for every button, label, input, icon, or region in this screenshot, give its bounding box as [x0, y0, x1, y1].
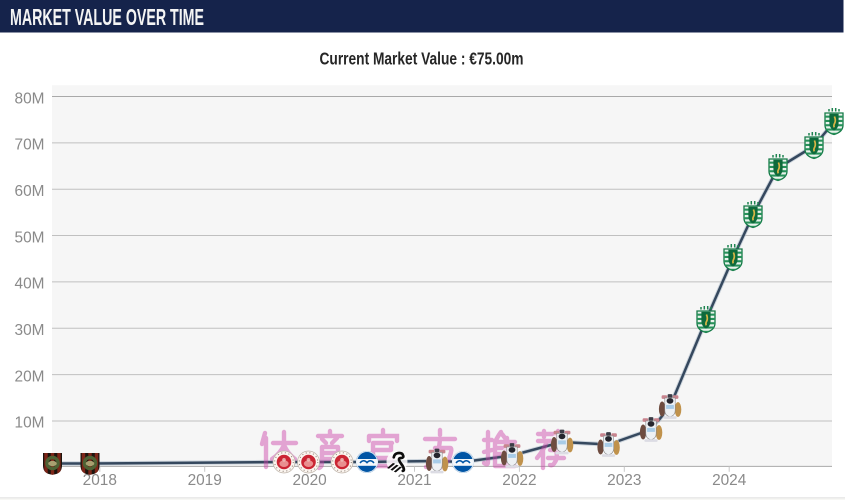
svg-text:80M: 80M — [15, 90, 45, 107]
svg-text:10M: 10M — [15, 415, 45, 432]
svg-text:2018: 2018 — [83, 472, 117, 489]
svg-text:20M: 20M — [15, 368, 45, 385]
svg-text:70M: 70M — [15, 137, 45, 154]
svg-text:40M: 40M — [15, 276, 45, 293]
svg-text:30M: 30M — [15, 322, 45, 339]
svg-text:Current Market Value : €75.00m: Current Market Value : €75.00m — [320, 49, 524, 69]
svg-text:2019: 2019 — [188, 472, 222, 489]
svg-text:2021: 2021 — [397, 472, 431, 489]
svg-text:2022: 2022 — [502, 472, 536, 489]
svg-text:2023: 2023 — [607, 472, 641, 489]
svg-text:2020: 2020 — [292, 472, 326, 489]
svg-text:50M: 50M — [15, 229, 45, 246]
svg-text:MARKET VALUE OVER TIME: MARKET VALUE OVER TIME — [10, 4, 204, 30]
svg-text:2024: 2024 — [712, 472, 747, 489]
svg-text:60M: 60M — [15, 183, 45, 200]
